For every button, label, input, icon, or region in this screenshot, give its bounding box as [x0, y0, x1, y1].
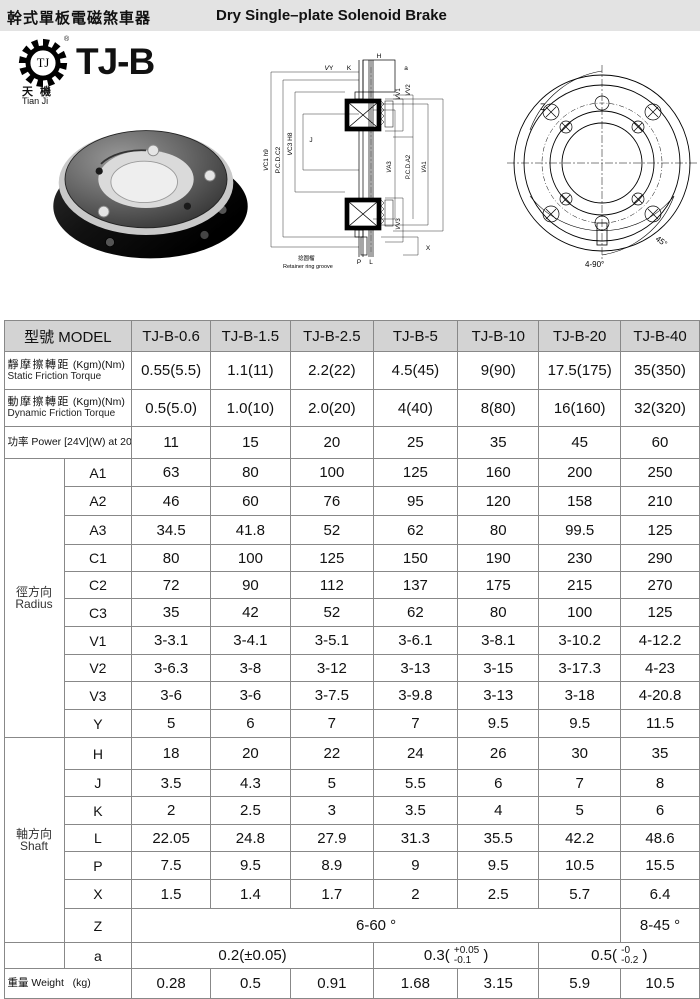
svg-text:P.C.D.A2: P.C.D.A2	[406, 154, 412, 179]
svg-text:𝘝V1: 𝘝V1	[396, 88, 402, 100]
svg-text:𝘝C1 h9: 𝘝C1 h9	[263, 149, 270, 171]
svg-text:𝘝C3 H8: 𝘝C3 H8	[287, 132, 294, 155]
svg-text:K: K	[347, 65, 352, 72]
svg-text:J: J	[309, 137, 312, 144]
svg-text:45°: 45°	[654, 234, 669, 248]
svg-text:X: X	[426, 245, 431, 252]
svg-text:P.C.D.C2: P.C.D.C2	[275, 146, 282, 173]
svg-text:捻圆榴: 捻圆榴	[298, 254, 315, 262]
svg-text:𝘝Y: 𝘝Y	[325, 65, 334, 72]
svg-text:a: a	[404, 65, 408, 72]
svg-text:𝘝V3: 𝘝V3	[396, 218, 402, 230]
svg-text:TJ: TJ	[37, 56, 50, 70]
svg-text:𝘝V2: 𝘝V2	[406, 84, 412, 96]
svg-text:Z: Z	[540, 102, 546, 112]
svg-text:Retainer ring groove: Retainer ring groove	[283, 264, 333, 270]
svg-text:𝘝A1: 𝘝A1	[422, 161, 428, 173]
svg-text:H: H	[377, 53, 382, 60]
svg-text:𝘝A3: 𝘝A3	[387, 161, 393, 173]
svg-text:L: L	[369, 259, 373, 266]
svg-text:4-90°: 4-90°	[585, 260, 604, 269]
svg-text:P: P	[357, 259, 361, 266]
